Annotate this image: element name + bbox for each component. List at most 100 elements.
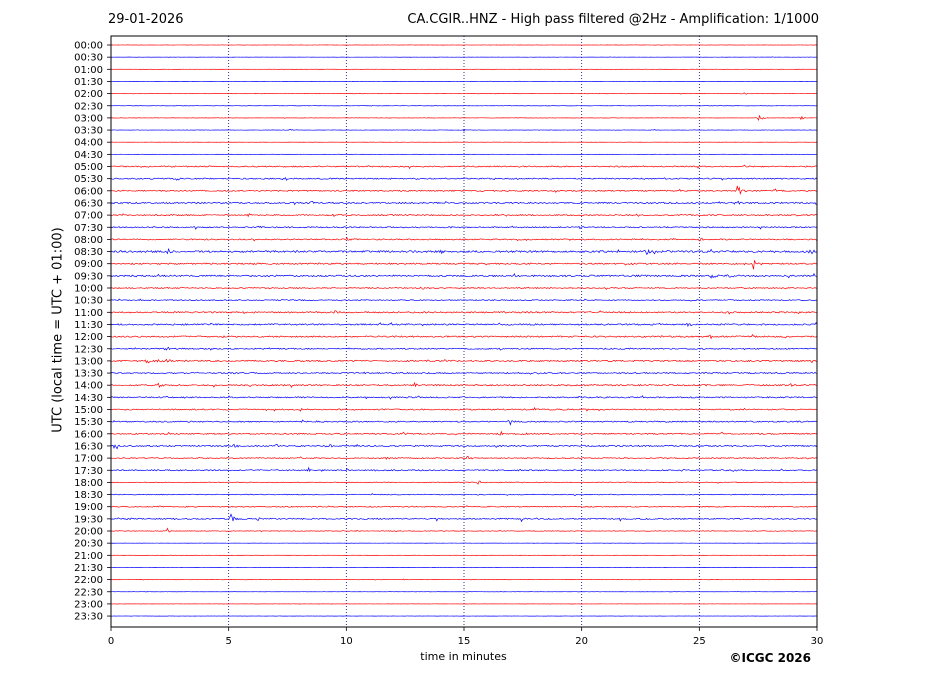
y-tick-label-0800: 08:00 <box>74 235 103 246</box>
y-tick-label-0700: 07:00 <box>74 211 103 222</box>
trace-1600 <box>110 430 818 436</box>
trace-1500 <box>110 406 818 412</box>
trace-0600 <box>110 185 818 195</box>
y-tick-label-2100: 21:00 <box>74 551 103 562</box>
y-tick-label-1000: 10:00 <box>74 284 103 295</box>
y-tick-label-2330: 23:30 <box>74 612 103 623</box>
trace-1930 <box>110 513 818 523</box>
y-tick-label-0500: 05:00 <box>74 162 103 173</box>
x-axis-label: time in minutes <box>420 650 507 663</box>
y-tick-label-2200: 22:00 <box>74 575 103 586</box>
trace-1630 <box>110 443 818 450</box>
trace-1230 <box>110 346 818 351</box>
trace-1200 <box>110 334 818 340</box>
y-tick-label-1230: 12:30 <box>74 344 103 355</box>
trace-0100 <box>110 68 818 70</box>
y-tick-label-0300: 03:00 <box>74 113 103 124</box>
y-tick-label-0530: 05:30 <box>74 174 103 185</box>
y-tick-label-1300: 13:00 <box>74 356 103 367</box>
trace-1100 <box>110 310 818 315</box>
y-tick-label-2130: 21:30 <box>74 563 103 574</box>
trace-2200 <box>110 578 818 581</box>
trace-0230 <box>110 105 818 107</box>
trace-layer <box>110 44 818 617</box>
trace-1130 <box>110 321 818 328</box>
trace-1830 <box>110 493 818 497</box>
y-tick-label-1600: 16:00 <box>74 429 103 440</box>
trace-1800 <box>110 480 818 485</box>
y-tick-label-2000: 20:00 <box>74 527 103 538</box>
trace-1530 <box>110 419 818 426</box>
y-tick-label-1630: 16:30 <box>74 441 103 452</box>
y-tick-label-0630: 06:30 <box>74 198 103 209</box>
trace-0830 <box>110 247 818 255</box>
grid-layer <box>228 36 700 627</box>
trace-0300 <box>110 114 818 121</box>
trace-1330 <box>110 371 818 375</box>
trace-0530 <box>110 176 818 181</box>
y-tick-label-1730: 17:30 <box>74 466 103 477</box>
y-tick-label-1930: 19:30 <box>74 514 103 525</box>
y-tick-label-2300: 23:00 <box>74 599 103 610</box>
trace-0030 <box>110 56 818 58</box>
y-tick-label-2030: 20:30 <box>74 539 103 550</box>
y-tick-label-2230: 22:30 <box>74 587 103 598</box>
trace-0730 <box>110 225 818 230</box>
y-tick-label-1500: 15:00 <box>74 405 103 416</box>
y-tick-label-0830: 08:30 <box>74 247 103 258</box>
x-tick-label-20: 20 <box>575 636 588 647</box>
trace-1430 <box>110 395 818 400</box>
y-tick-label-1900: 19:00 <box>74 502 103 513</box>
trace-0130 <box>110 80 818 83</box>
trace-0330 <box>110 128 818 132</box>
y-tick-label-0400: 04:00 <box>74 138 103 149</box>
y-tick-label-0330: 03:30 <box>74 126 103 137</box>
y-tick-label-0100: 01:00 <box>74 65 103 76</box>
y-tick-label-1100: 11:00 <box>74 308 103 319</box>
y-tick-label-0230: 02:30 <box>74 101 103 112</box>
y-tick-label-0030: 00:30 <box>74 53 103 64</box>
trace-0700 <box>110 213 818 218</box>
y-tick-label-0930: 09:30 <box>74 271 103 282</box>
trace-1000 <box>110 286 818 290</box>
y-tick-label-0900: 09:00 <box>74 259 103 270</box>
y-tick-label-0600: 06:00 <box>74 186 103 197</box>
trace-0200 <box>110 92 818 95</box>
y-tick-label-1130: 11:30 <box>74 320 103 331</box>
x-tick-labels: 0 5 10 15 20 25 30 <box>108 627 824 647</box>
chart-title: CA.CGIR..HNZ - High pass filtered @2Hz -… <box>407 12 819 27</box>
y-tick-label-1700: 17:00 <box>74 454 103 465</box>
y-tick-label-1400: 14:00 <box>74 381 103 392</box>
x-tick-label-15: 15 <box>458 636 471 647</box>
y-tick-label-0430: 04:30 <box>74 150 103 161</box>
trace-0500 <box>110 164 818 170</box>
y-tick-label-0730: 07:30 <box>74 223 103 234</box>
plot-frame <box>110 35 818 628</box>
date-label: 29-01-2026 <box>108 12 184 27</box>
y-tick-label-1830: 18:30 <box>74 490 103 501</box>
y-tick-label-1430: 14:30 <box>74 393 103 404</box>
trace-0800 <box>110 237 818 242</box>
trace-1900 <box>110 505 818 508</box>
trace-1300 <box>110 358 818 364</box>
trace-1030 <box>110 298 818 302</box>
y-tick-label-0130: 01:30 <box>74 77 103 88</box>
trace-1700 <box>110 455 818 460</box>
y-tick-label-1530: 15:30 <box>74 417 103 428</box>
y-tick-label-1200: 12:00 <box>74 332 103 343</box>
y-axis-label: UTC (local time = UTC + 01:00) <box>50 227 66 433</box>
y-tick-label-1030: 10:30 <box>74 296 103 307</box>
trace-0900 <box>110 260 818 270</box>
trace-1730 <box>110 466 818 473</box>
x-tick-label-0: 0 <box>108 636 114 647</box>
y-tick-label-0200: 02:00 <box>74 89 103 100</box>
copyright-label: ©ICGC 2026 <box>729 651 811 665</box>
y-tick-label-1330: 13:30 <box>74 369 103 380</box>
x-tick-label-30: 30 <box>811 636 824 647</box>
trace-2000 <box>110 527 818 533</box>
trace-0930 <box>110 272 818 279</box>
x-tick-label-25: 25 <box>693 636 706 647</box>
y-tick-label-0000: 00:00 <box>74 41 103 52</box>
